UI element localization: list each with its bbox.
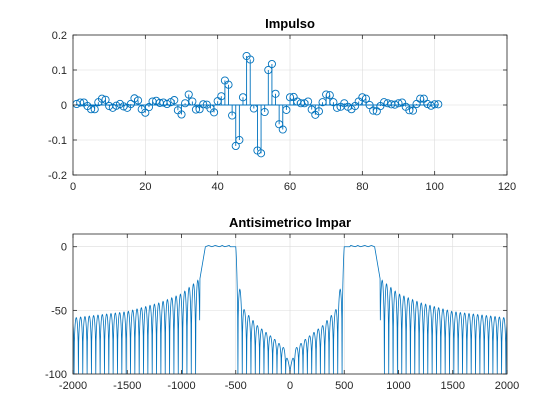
response-y-ticks: -100 -50 0 <box>45 242 507 381</box>
response-x-tick-label: -2000 <box>59 380 87 392</box>
response-x-tick-label: 2000 <box>495 380 519 392</box>
impulse-stem-marker <box>191 105 201 114</box>
impulse-stem-marker <box>304 97 313 106</box>
impulse-x-tick-label: 100 <box>425 181 443 193</box>
impulse-stem-marker <box>246 55 255 64</box>
impulse-stem-marker <box>144 103 153 112</box>
response-magnitude-line <box>73 244 507 374</box>
impulse-y-tick-label: 0 <box>61 100 67 112</box>
response-x-tick-label: 1000 <box>386 380 410 392</box>
impulse-stem-marker <box>282 105 291 114</box>
response-x-ticks: -2000 -1500 -1000 -500 0 500 1000 1500 2000 <box>59 234 519 392</box>
impulse-stem-marker <box>184 90 193 99</box>
impulse-stem-marker <box>231 141 240 150</box>
impulse-stem-marker <box>271 89 280 98</box>
impulse-stem-marker <box>90 105 99 114</box>
impulse-stem-marker <box>97 94 106 103</box>
response-y-tick-label: 0 <box>61 242 67 254</box>
response-y-tick-label: -100 <box>45 369 67 381</box>
impulse-y-tick-label: -0.2 <box>48 170 67 182</box>
impulse-stem-marker <box>209 108 219 117</box>
impulse-x-tick-label: 0 <box>70 181 76 193</box>
impulse-stem-marker <box>141 108 150 117</box>
response-x-tick-label: -1500 <box>113 380 141 392</box>
response-x-tick-label: 1500 <box>441 380 465 392</box>
response-x-tick-label: -500 <box>225 380 247 392</box>
impulse-stem-marker <box>177 110 186 119</box>
impulse-x-ticks: 0 20 40 60 80 100 120 <box>70 35 516 193</box>
impulse-stem-marker <box>358 93 367 102</box>
impulse-x-tick-label: 60 <box>284 181 296 193</box>
response-subplot: -2000 -1500 -1000 -500 0 500 1000 1500 2000 -100… <box>45 215 519 392</box>
impulse-stem-marker <box>325 91 334 100</box>
impulse-y-tick-label: 0.2 <box>52 30 67 42</box>
response-title: Antisimetrico Impar <box>229 215 351 230</box>
impulse-x-tick-label: 80 <box>356 181 368 193</box>
impulse-stem-marker <box>260 107 269 117</box>
impulse-stem-marker <box>379 98 389 107</box>
impulse-stem-marker <box>329 98 338 107</box>
impulse-stem-marker <box>361 94 371 103</box>
impulse-y-tick-label: -0.1 <box>48 135 67 147</box>
impulse-stem-marker <box>199 100 208 109</box>
impulse-y-ticks: -0.2 -0.1 0 0.1 0.2 <box>48 30 507 182</box>
response-x-tick-label: -1000 <box>167 380 195 392</box>
impulse-stem-marker <box>170 96 179 105</box>
impulse-x-tick-label: 20 <box>139 181 151 193</box>
impulse-stem-marker <box>101 95 110 104</box>
response-x-tick-label: 0 <box>287 380 293 392</box>
impulse-x-tick-label: 40 <box>212 181 224 193</box>
impulse-stem-marker <box>322 90 331 99</box>
impulse-x-tick-label: 120 <box>498 181 516 193</box>
impulse-stem-marker <box>235 135 244 145</box>
impulse-stem-marker <box>332 103 342 112</box>
impulse-stem-marker <box>257 149 266 158</box>
impulse-subplot: 0 20 40 60 80 100 120 -0.2 -0.1 0 0.1 0.2 Impulso <box>48 16 516 193</box>
impulse-stem-marker <box>188 97 197 106</box>
impulse-y-tick-label: 0.1 <box>52 65 67 77</box>
impulse-stem-marker <box>314 107 323 116</box>
response-y-tick-label: -50 <box>51 305 67 317</box>
response-x-tick-label: 500 <box>335 380 353 392</box>
impulse-title: Impulso <box>265 16 315 31</box>
impulse-stem-marker <box>224 80 233 89</box>
impulse-stem-marker <box>267 60 276 69</box>
impulse-stem-marker <box>134 96 143 105</box>
impulse-stem-marker <box>278 125 287 134</box>
impulse-stem-marker <box>408 106 418 115</box>
impulse-stems <box>72 51 443 158</box>
impulse-stem-marker <box>434 100 443 109</box>
